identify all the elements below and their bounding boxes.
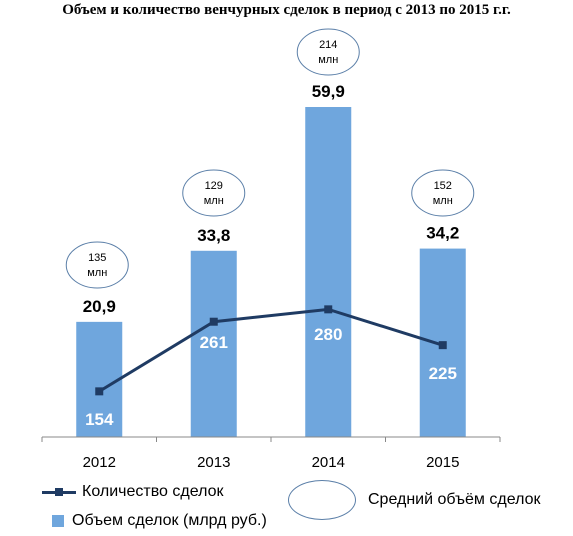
- bar-2012: [76, 321, 123, 437]
- count-point-2015: [438, 341, 447, 350]
- legend-label-volume: Объем сделок (млрд руб.): [72, 512, 267, 529]
- count-point-2012: [95, 387, 104, 396]
- x-tick-label-2014: 2014: [312, 454, 345, 471]
- x-tick-label-2013: 2013: [197, 454, 230, 471]
- avg-value-2012: 135: [88, 252, 106, 264]
- avg-ellipse-2013: [182, 169, 246, 217]
- avg-value-2015: 152: [434, 180, 452, 192]
- avg-unit-2012: млн: [87, 267, 107, 279]
- avg-ellipse-2014: [296, 28, 360, 76]
- count-label-2013: 261: [200, 333, 228, 352]
- bar-2014: [305, 107, 352, 437]
- bar-value-label-2012: 20,9: [83, 297, 116, 316]
- legend-bar-swatch: [52, 515, 64, 527]
- count-label-2015: 225: [429, 364, 457, 383]
- count-point-2014: [324, 305, 333, 314]
- count-label-2014: 280: [314, 325, 342, 344]
- legend-label-count: Количество сделок: [82, 483, 224, 500]
- legend-item-count: Количество сделок: [42, 483, 223, 501]
- x-tick-label-2015: 2015: [426, 454, 459, 471]
- bar-value-label-2015: 34,2: [426, 224, 459, 243]
- avg-unit-2015: млн: [433, 195, 453, 207]
- avg-value-2013: 129: [205, 180, 223, 192]
- bar-value-label-2013: 33,8: [197, 226, 230, 245]
- legend-item-volume: Объем сделок (млрд руб.): [42, 512, 267, 530]
- chart-title: Объем и количество венчурных сделок в пе…: [62, 2, 511, 18]
- bar-2013: [190, 250, 237, 437]
- avg-ellipse-2015: [411, 169, 475, 217]
- avg-ellipse-2012: [65, 241, 129, 289]
- chart: 20,9 33,8 59,9 34,2 2012 2013 2014 2015 154 261 28…: [41, 28, 501, 471]
- bar-value-label-2014: 59,9: [312, 82, 345, 101]
- avg-unit-2014: млн: [318, 54, 338, 66]
- x-tick-label-2012: 2012: [83, 454, 116, 471]
- legend-ellipse-swatch: [288, 480, 356, 520]
- avg-value-2014: 214: [319, 39, 337, 51]
- legend-line-marker: [42, 487, 76, 496]
- count-label-2012: 154: [85, 410, 114, 429]
- count-point-2013: [209, 317, 218, 326]
- count-line: [98, 307, 444, 393]
- legend-item-avg: Средний объём сделок: [288, 480, 540, 520]
- legend-label-avg: Средний объём сделок: [368, 491, 541, 508]
- avg-unit-2013: млн: [204, 195, 224, 207]
